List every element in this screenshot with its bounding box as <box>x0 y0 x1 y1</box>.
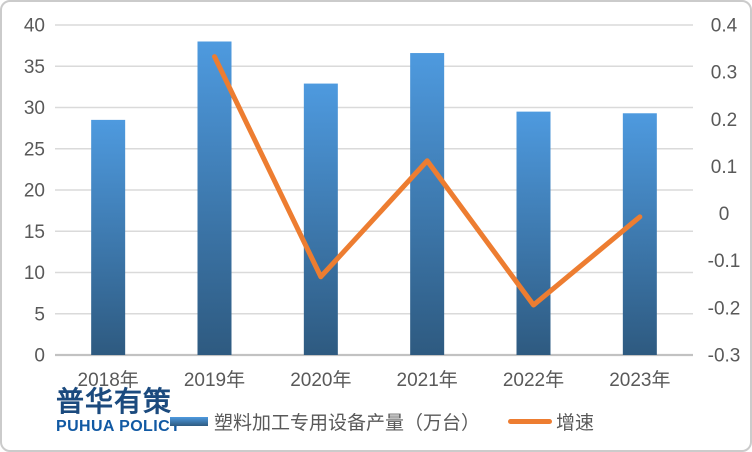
logo-english-text: PUHUA POLICY <box>56 418 182 435</box>
left-axis-tick: 20 <box>24 181 45 202</box>
bar-series-label: 塑料加工专用设备产量（万台） <box>214 412 481 434</box>
right-axis-tick: -0.1 <box>708 251 741 272</box>
legend-item-growth: 增速 <box>508 408 594 435</box>
puhua-policy-logo: 普华有策 PUHUA POLICY <box>56 388 181 435</box>
bar-2022年 <box>516 111 551 355</box>
left-axis-tick: 25 <box>24 139 45 160</box>
x-axis-label: 2020年 <box>290 369 351 391</box>
chart-legend: 塑料加工专用设备产量（万台） 增速 <box>170 407 594 435</box>
left-axis-tick: 40 <box>24 16 45 37</box>
right-axis-tick: 0.1 <box>711 157 737 178</box>
right-axis-tick: 0 <box>719 204 730 225</box>
growth-rate-line <box>212 54 643 308</box>
right-axis-tick: 0.2 <box>711 110 737 131</box>
bar-2018年 <box>91 119 126 355</box>
left-axis-tick: 30 <box>24 98 45 119</box>
x-axis-label: 2021年 <box>397 369 458 391</box>
line-series-swatch <box>508 418 553 424</box>
left-axis-tick: 0 <box>34 346 45 367</box>
legend-item-production: 塑料加工专用设备产量（万台） <box>170 408 480 435</box>
x-axis-label: 2018年 <box>78 369 139 391</box>
bar-2021年 <box>410 53 445 356</box>
left-axis-tick: 5 <box>34 304 45 325</box>
right-axis-tick: 0.3 <box>711 63 737 84</box>
bar-series-swatch <box>170 416 208 426</box>
right-axis-tick: 0.4 <box>711 16 738 37</box>
right-axis-tick: -0.2 <box>708 298 741 319</box>
left-axis-tick: 35 <box>24 57 45 78</box>
x-axis-label: 2019年 <box>184 369 245 391</box>
left-axis-tick: 15 <box>24 222 45 243</box>
x-axis-label: 2023年 <box>609 369 670 391</box>
logo-chinese-text: 普华有策 <box>56 386 173 417</box>
right-axis-tick: -0.3 <box>708 346 741 367</box>
bar-2019年 <box>197 41 232 355</box>
x-axis-label: 2022年 <box>503 369 564 391</box>
line-series-label: 增速 <box>556 412 595 434</box>
left-axis-tick: 10 <box>24 263 45 284</box>
bar-2023年 <box>622 113 657 356</box>
bar-2020年 <box>303 83 338 355</box>
